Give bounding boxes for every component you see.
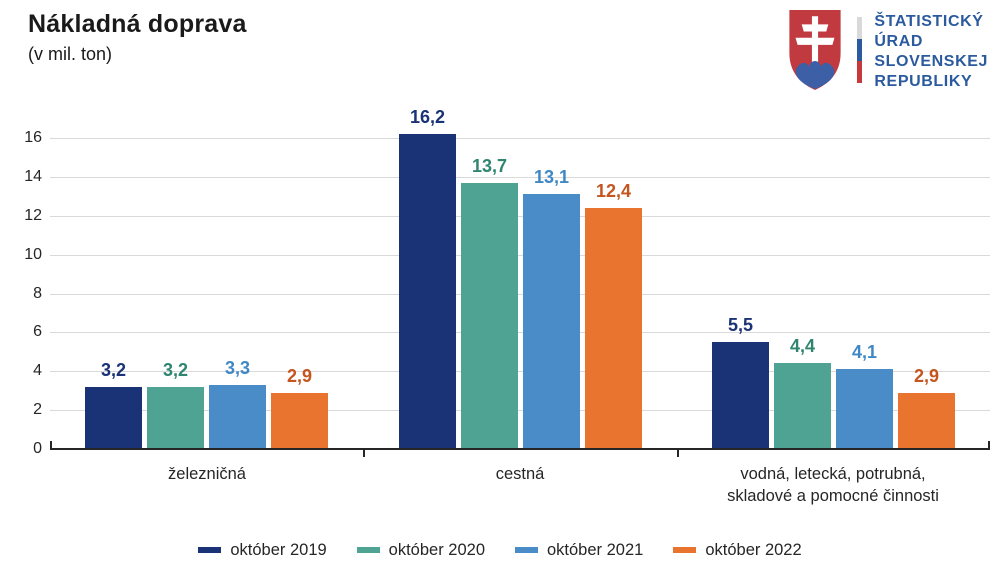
stripe-red — [857, 61, 863, 83]
y-axis-tick-label: 12 — [24, 207, 42, 224]
bar-value-label: 3,2 — [162, 360, 189, 380]
bar-value-label: 16,2 — [409, 107, 446, 127]
gridline-y10 — [50, 255, 990, 256]
y-axis-tick-label: 16 — [24, 129, 42, 146]
category-boundary-tick — [363, 450, 365, 457]
bar-október-2021-2 — [523, 194, 580, 449]
gridline-y14 — [50, 177, 990, 178]
legend-item-október-2022: október 2022 — [673, 540, 802, 560]
logo-text-line: REPUBLIKY — [874, 73, 973, 90]
bar-október-2019-2 — [399, 134, 456, 449]
flag-stripes-divider — [857, 17, 863, 83]
logo-text: ŠTATISTICKÝ ÚRAD SLOVENSKEJ REPUBLIKY — [874, 12, 988, 92]
logo-text-line: ŠTATISTICKÝ — [874, 13, 984, 30]
susr-logo: ŠTATISTICKÝ ÚRAD SLOVENSKEJ REPUBLIKY — [787, 8, 988, 92]
legend-swatch-icon — [356, 547, 380, 553]
gridline-y6 — [50, 332, 990, 333]
category-boundary-tick — [677, 450, 679, 457]
bar-value-label: 4,4 — [789, 336, 816, 356]
bar-value-label: 2,9 — [286, 366, 313, 386]
bar-október-2020-2 — [461, 183, 518, 449]
bar-október-2022-2 — [585, 208, 642, 449]
bar-október-2020-1 — [147, 387, 204, 449]
bar-value-label: 3,2 — [100, 360, 127, 380]
bar-value-label: 3,3 — [224, 358, 251, 378]
chart-legend: október 2019 október 2020 október 2021 októ… — [0, 538, 1000, 562]
gridline-y4 — [50, 371, 990, 372]
x-axis-line — [50, 448, 990, 450]
bar-value-label: 2,9 — [913, 366, 940, 386]
axis-end-serif — [50, 441, 52, 449]
bar-value-label: 5,5 — [727, 315, 754, 335]
bar-október-2020-3 — [774, 363, 831, 449]
gridline-y16 — [50, 138, 990, 139]
logo-text-line: ÚRAD — [874, 33, 924, 50]
x-axis-category-label: železničná — [168, 465, 246, 483]
bar-október-2021-3 — [836, 369, 893, 449]
bar-október-2019-3 — [712, 342, 769, 449]
gridline-y2 — [50, 410, 990, 411]
legend-swatch-icon — [673, 547, 697, 553]
bar-value-label: 13,1 — [533, 167, 570, 187]
y-axis-tick-label: 6 — [33, 323, 42, 340]
gridline-y12 — [50, 216, 990, 217]
bar-value-label: 4,1 — [851, 342, 878, 362]
legend-label: október 2020 — [388, 541, 485, 559]
bar-október-2022-3 — [898, 393, 955, 449]
legend-swatch-icon — [515, 547, 538, 553]
legend-label: október 2021 — [547, 541, 644, 559]
x-axis-category-label: vodná, letecká, potrubná, skladové a pom… — [727, 465, 939, 505]
bar-value-label: 13,7 — [471, 156, 508, 176]
y-axis-tick-label: 14 — [24, 168, 42, 185]
gridline-y8 — [50, 294, 990, 295]
logo-text-line: SLOVENSKEJ — [874, 53, 988, 70]
legend-item-október-2019: október 2019 — [198, 540, 327, 560]
legend-item-október-2021: október 2021 — [515, 540, 643, 560]
legend-label: október 2022 — [705, 541, 802, 559]
bar-október-2022-1 — [271, 393, 328, 449]
legend-swatch-icon — [198, 547, 222, 553]
stripe-white — [857, 17, 863, 39]
x-axis-category-label: cestná — [495, 465, 545, 483]
bar-október-2019-1 — [85, 387, 142, 449]
axis-end-serif — [988, 441, 990, 449]
page-title: Nákladná doprava — [28, 10, 247, 38]
y-axis-tick-label: 4 — [33, 362, 42, 379]
page-subtitle: (v mil. ton) — [28, 44, 113, 64]
y-axis-tick-label: 2 — [33, 401, 42, 418]
y-axis-tick-label: 0 — [33, 440, 42, 457]
legend-item-október-2020: október 2020 — [356, 540, 485, 560]
bar-október-2021-1 — [209, 385, 266, 449]
bar-value-label: 12,4 — [595, 181, 632, 201]
y-axis-tick-label: 8 — [33, 285, 42, 302]
slovak-coat-of-arms-icon — [789, 10, 842, 90]
legend-label: október 2019 — [230, 541, 327, 559]
y-axis-tick-label: 10 — [24, 246, 42, 263]
stripe-blue — [857, 39, 863, 61]
